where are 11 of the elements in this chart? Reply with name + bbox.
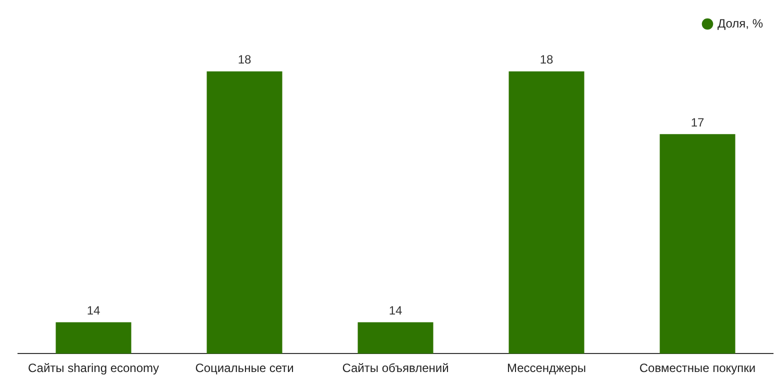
x-tick-label: Сайты объявлений: [342, 361, 449, 376]
data-label: 18: [238, 52, 252, 67]
data-label: 18: [540, 52, 554, 67]
data-label: 14: [86, 304, 100, 318]
data-label: 14: [388, 304, 402, 318]
x-tick-label: Сайты sharing economy: [28, 361, 160, 376]
x-tick-label: Мессенджеры: [506, 361, 586, 376]
data-label: 17: [690, 115, 704, 130]
x-tick-label: Совместные покупки: [639, 361, 756, 376]
x-tick-label: Социальные сети: [195, 361, 294, 376]
legend-label: Доля, %: [717, 16, 764, 30]
